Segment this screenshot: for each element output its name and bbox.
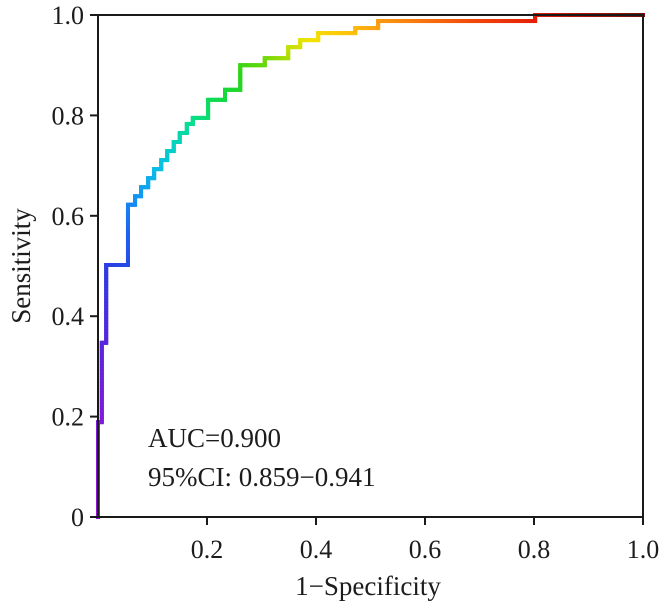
axis-ticks (90, 14, 644, 525)
y-tick-label: 0 (71, 503, 84, 532)
y-tick-label: 0.2 (52, 403, 85, 432)
plot-border (97, 14, 644, 518)
x-tick-label: 1.0 (627, 535, 660, 564)
auc-annotation: AUC=0.900 (148, 423, 281, 453)
axis-tick-labels: 0.2 0.4 0.6 0.8 1.0 0 0.2 0.4 0.6 0.8 1.0 (52, 1, 660, 564)
x-tick-label: 0.8 (518, 535, 551, 564)
x-tick-label: 0.6 (409, 535, 442, 564)
ci-annotation: 95%CI: 0.859−0.941 (148, 462, 375, 492)
x-tick-label: 0.4 (300, 535, 333, 564)
y-tick-label: 0.8 (52, 101, 85, 130)
y-tick-label: 0.4 (52, 302, 85, 331)
y-axis-title: Sensitivity (6, 208, 36, 324)
y-tick-label: 0.6 (52, 202, 85, 231)
y-tick-label: 1.0 (52, 1, 85, 30)
x-axis-title: 1−Specificity (295, 571, 441, 601)
x-tick-label: 0.2 (191, 535, 224, 564)
